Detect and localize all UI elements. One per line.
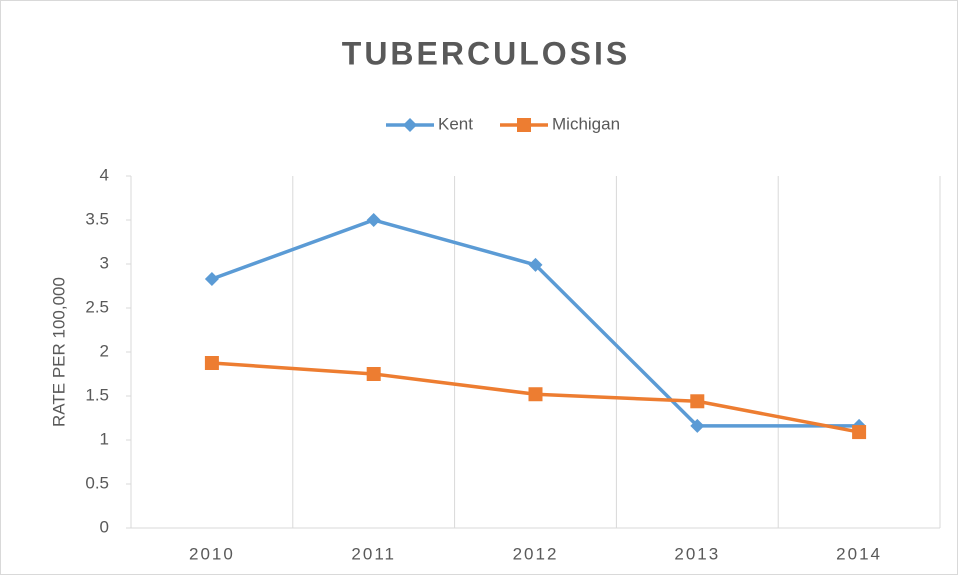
x-tick-label: 2012 — [513, 544, 559, 563]
point — [690, 418, 705, 433]
point — [528, 257, 543, 272]
point — [366, 367, 381, 381]
point — [366, 213, 381, 227]
x-tick-label: 2014 — [836, 544, 882, 563]
point — [528, 387, 543, 402]
chart-title: TUBERCULOSIS — [342, 35, 630, 71]
y-tick-label: 0.5 — [85, 473, 109, 492]
x-tick-label: 2011 — [351, 544, 396, 563]
legend-marker — [517, 118, 531, 132]
y-axis-label: RATE PER 100,000 — [49, 277, 68, 427]
point — [204, 271, 219, 286]
point — [690, 394, 705, 409]
y-tick-label: 2.5 — [85, 297, 109, 316]
y-tick-label: 2 — [100, 341, 109, 360]
legend-label: Michigan — [552, 114, 620, 133]
legend-marker — [403, 118, 417, 132]
y-tick-label: 1 — [100, 429, 109, 448]
y-tick-label: 0 — [100, 517, 109, 536]
y-tick-label: 1.5 — [85, 385, 109, 404]
y-tick-label: 3.5 — [85, 209, 109, 228]
point — [852, 425, 867, 440]
x-tick-label: 2010 — [189, 544, 235, 563]
y-tick-label: 4 — [100, 165, 109, 184]
y-tick-label: 3 — [100, 253, 109, 272]
point — [204, 356, 219, 370]
x-tick-label: 2013 — [674, 544, 720, 563]
legend-label: Kent — [438, 114, 473, 133]
